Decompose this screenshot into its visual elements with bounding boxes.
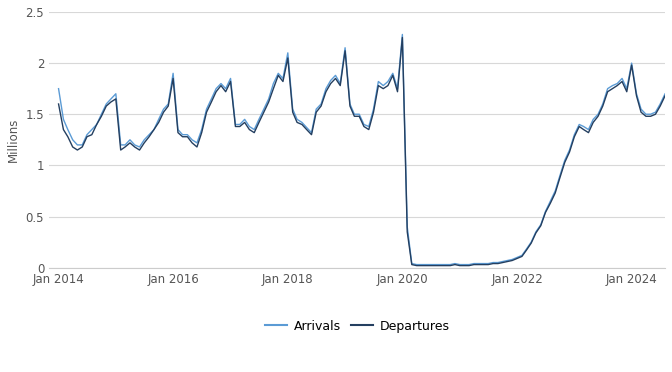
Line: Departures: Departures [58, 38, 672, 266]
Y-axis label: Millions: Millions [7, 118, 20, 162]
Legend: Arrivals, Departures: Arrivals, Departures [259, 315, 454, 338]
Line: Arrivals: Arrivals [58, 35, 672, 264]
